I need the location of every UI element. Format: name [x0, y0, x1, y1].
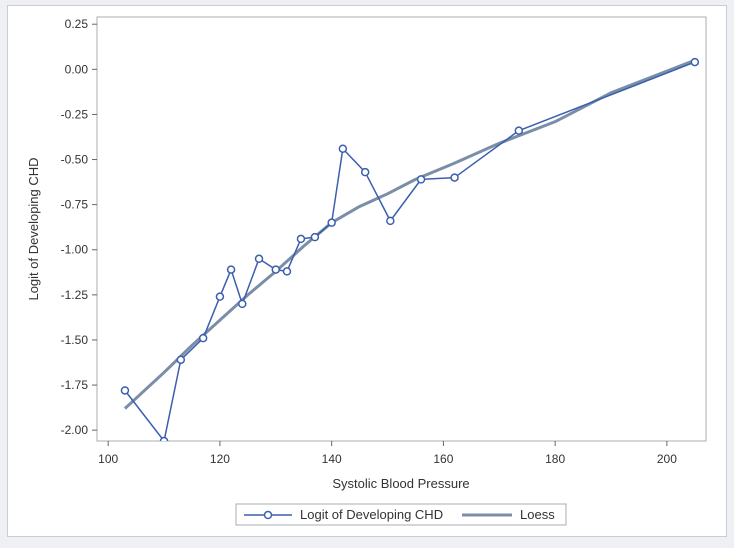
y-tick-label: -1.25 — [61, 288, 89, 302]
logit-point — [254, 254, 264, 264]
logit-line — [124, 61, 696, 441]
logit-point — [360, 167, 370, 177]
x-tick-label: 100 — [98, 452, 118, 466]
logit-point — [327, 218, 336, 227]
x-tick-label: 200 — [657, 452, 677, 466]
x-axis-label: Systolic Blood Pressure — [332, 476, 469, 491]
y-tick-label: -1.75 — [61, 378, 89, 392]
logit-point — [198, 333, 208, 343]
logit-point — [238, 299, 247, 309]
logit-point — [514, 126, 524, 135]
y-tick-label: -0.25 — [61, 107, 89, 121]
logit-point — [120, 386, 130, 395]
y-tick-label: -0.75 — [61, 198, 89, 212]
logit-point — [338, 144, 348, 153]
y-tick-label: 0.00 — [65, 62, 89, 76]
plot-area — [96, 16, 707, 442]
legend: Logit of Developing CHD Loess — [235, 503, 567, 526]
logit-point — [226, 265, 236, 274]
legend-box — [235, 503, 567, 526]
logit-point — [296, 234, 306, 244]
y-tick-label: -1.50 — [61, 333, 89, 347]
y-axis-label: Logit of Developing CHD — [26, 157, 41, 300]
logit-point — [215, 292, 225, 301]
x-tick-label: 120 — [210, 452, 230, 466]
logit-point — [310, 232, 320, 242]
legend-label-loess: Loess — [520, 507, 555, 522]
plot-clip-group — [120, 57, 700, 441]
y-axis: 0.25 0.00 -0.25 -0.50 -0.75 -1.00 -1.25 -1.50 -1… — [61, 17, 97, 437]
logit-point — [159, 436, 169, 441]
y-tick-label: -0.50 — [61, 153, 89, 167]
logit-point — [176, 355, 186, 365]
plot-series — [120, 57, 700, 441]
x-tick-label: 160 — [433, 452, 453, 466]
logit-point — [416, 175, 426, 184]
y-tick-label: -1.00 — [61, 243, 89, 257]
x-tick-label: 140 — [322, 452, 342, 466]
legend-marker-logit — [263, 510, 273, 520]
logit-point — [690, 57, 700, 67]
logit-point — [282, 267, 292, 276]
logit-point — [271, 265, 281, 274]
x-axis: 100 120 140 160 180 200 — [98, 441, 677, 466]
logit-point — [450, 173, 459, 182]
x-tick-label: 180 — [545, 452, 565, 466]
logit-point — [386, 216, 395, 226]
y-tick-label: 0.25 — [65, 17, 89, 31]
y-tick-label: -2.00 — [61, 423, 89, 437]
legend-label-logit: Logit of Developing CHD — [300, 507, 443, 522]
